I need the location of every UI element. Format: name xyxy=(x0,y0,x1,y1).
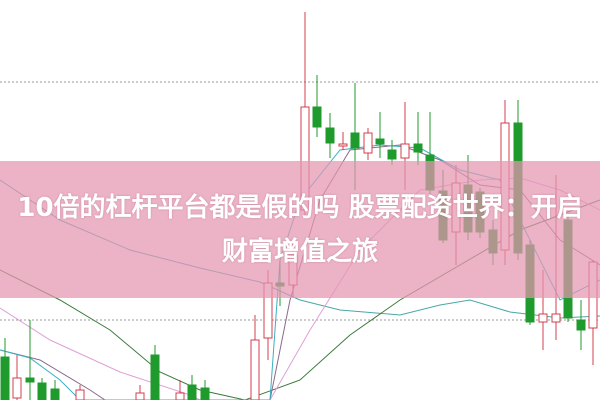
candle-down xyxy=(312,106,322,128)
title-line-1: 10倍的杠杆平台都是假的吗 股票配资世界：开启 xyxy=(17,192,583,223)
candle-down xyxy=(37,382,47,400)
candle-up xyxy=(75,389,85,400)
candle-down xyxy=(200,387,210,400)
candle-up xyxy=(400,143,410,159)
title-line-2: 财富增值之旅 xyxy=(221,236,378,267)
candle-down xyxy=(375,138,385,145)
candle-up xyxy=(338,143,348,147)
candle-up xyxy=(538,313,548,323)
candle-down xyxy=(150,354,160,400)
title-banner: 10倍的杠杆平台都是假的吗 股票配资世界：开启 财富增值之旅 xyxy=(0,161,600,298)
candle-up xyxy=(12,377,22,399)
candle-down xyxy=(50,388,60,400)
candle-up xyxy=(551,313,561,323)
candle-up xyxy=(135,392,145,400)
candle-down xyxy=(576,319,586,331)
candle-down xyxy=(25,377,35,383)
candle-up xyxy=(363,132,373,154)
candle-down xyxy=(187,384,197,400)
candle-up xyxy=(250,339,260,400)
candle-down xyxy=(387,149,397,160)
candle-down xyxy=(0,356,10,400)
candle-up xyxy=(175,392,185,400)
candle-down xyxy=(350,132,360,149)
candle-down xyxy=(413,143,423,153)
candle-down xyxy=(325,127,335,144)
